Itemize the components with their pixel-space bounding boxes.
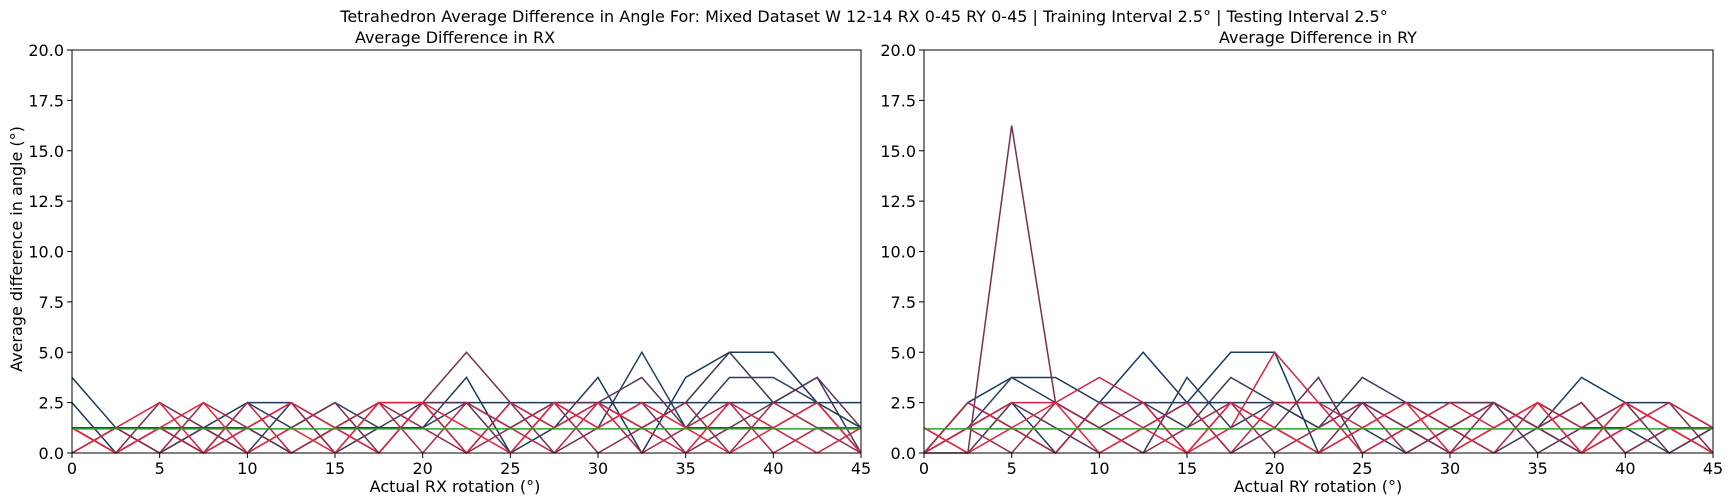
ry-y-tick-label: 10.0: [880, 243, 916, 262]
rx-y-tick-label: 12.5: [28, 192, 64, 211]
ry-series-group: [923, 125, 1714, 455]
ry-x-tick-label: 40: [1615, 459, 1635, 478]
ry-x-tick-label: 45: [1703, 459, 1723, 478]
ry-y-tick-label: 2.5: [891, 394, 916, 413]
figure-title: Tetrahedron Average Difference in Angle …: [339, 7, 1387, 26]
ry-x-tick-label: 10: [1089, 459, 1109, 478]
ry-series-line-5: [924, 376, 1714, 455]
ry-x-tick-label: 5: [1007, 459, 1017, 478]
ry-y-tick-label: 0.0: [891, 444, 916, 463]
ry-x-tick-label: 35: [1527, 459, 1547, 478]
rx-y-tick-label: 7.5: [39, 293, 64, 312]
rx-series-line-5: [71, 376, 862, 455]
rx-x-tick-label: 15: [325, 459, 345, 478]
ry-chart: Average Difference in RY Actual RY rotat…: [880, 28, 1723, 496]
ry-series-line-1: [923, 376, 1714, 454]
ry-x-tick-label: 0: [919, 459, 929, 478]
ry-chart-title: Average Difference in RY: [1219, 28, 1417, 47]
rx-y-axis-label: Average difference in angle (°): [7, 126, 26, 372]
ry-x-tick-label: 25: [1352, 459, 1372, 478]
rx-chart-title: Average Difference in RX: [355, 28, 555, 47]
ry-x-tick-label: 20: [1264, 459, 1284, 478]
ry-y-tick-label: 5.0: [891, 343, 916, 362]
ry-y-tick-label: 17.5: [880, 91, 916, 110]
rx-x-tick-label: 35: [675, 459, 695, 478]
rx-plot-frame: [71, 49, 862, 454]
rx-series-line-1: [71, 376, 861, 454]
ry-y-tick-label: 15.0: [880, 142, 916, 161]
rx-series-group: [71, 350, 862, 455]
ry-series-line-4: [923, 376, 1713, 454]
ry-x-axis-label: Actual RY rotation (°): [1234, 477, 1402, 496]
ry-plot-frame: [923, 49, 1714, 454]
rx-y-tick-label: 2.5: [39, 394, 64, 413]
rx-y-tick-label: 10.0: [28, 243, 64, 262]
rx-y-tick-label: 0.0: [39, 444, 64, 463]
ry-y-tick-label: 7.5: [891, 293, 916, 312]
ry-series-line-6: [923, 125, 1714, 455]
ry-y-tick-label: 12.5: [880, 192, 916, 211]
ry-series-line-3: [923, 376, 1714, 455]
rx-x-tick-label: 10: [237, 459, 257, 478]
rx-x-tick-label: 25: [500, 459, 520, 478]
ry-y-tick-label: 20.0: [880, 41, 916, 60]
rx-x-axis-label: Actual RX rotation (°): [370, 477, 541, 496]
ry-ticks: 0 5 10 15 20 25 30 35 40 45 0.0 2.5 5.0 7.5 10.0 12.5 15…: [880, 41, 1723, 478]
rx-chart: Average Difference in RX Actual RX rotat…: [7, 28, 871, 496]
rx-y-tick-label: 20.0: [28, 41, 64, 60]
rx-x-tick-label: 20: [412, 459, 432, 478]
ry-x-tick-label: 15: [1177, 459, 1197, 478]
rx-ticks: 0 5 10 15 20 25 30 35 40 45 0.0 2.5 5.0 7.5 10.0 12.5 15…: [28, 41, 871, 478]
rx-x-tick-label: 5: [155, 459, 165, 478]
rx-y-tick-label: 5.0: [39, 343, 64, 362]
rx-y-tick-label: 17.5: [28, 91, 64, 110]
rx-x-tick-label: 0: [67, 459, 77, 478]
rx-x-tick-label: 40: [763, 459, 783, 478]
ry-x-tick-label: 30: [1440, 459, 1460, 478]
rx-y-tick-label: 15.0: [28, 142, 64, 161]
rx-series-line-6: [71, 351, 862, 455]
rx-x-tick-label: 45: [851, 459, 871, 478]
rx-x-tick-label: 30: [588, 459, 608, 478]
